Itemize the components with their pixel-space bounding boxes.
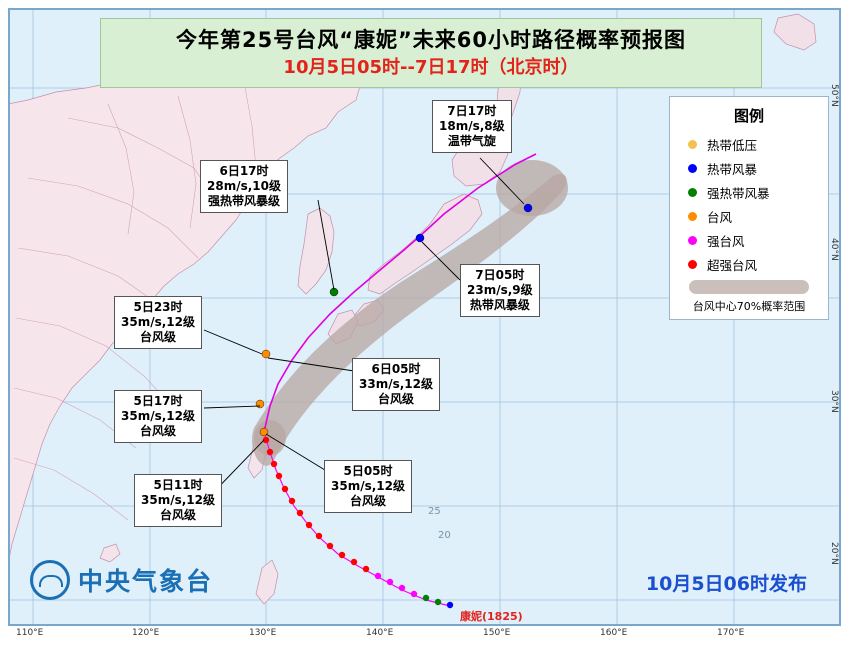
callout-7d17: 7日17时 18m/s,8级 温带气旋 (432, 100, 512, 153)
legend-label-4: 强台风 (707, 233, 745, 249)
title-banner: 今年第25号台风“康妮”未来60小时路径概率预报图 10月5日05时--7日17… (100, 18, 762, 88)
title-main: 今年第25号台风“康妮”未来60小时路径概率预报图 (175, 28, 687, 52)
legend-title: 图例 (733, 107, 764, 125)
lon-label-170e: 170°E (717, 628, 745, 638)
callout-5d11: 5日11时 35m/s,12级 台风级 (134, 474, 222, 527)
callout-6d05: 6日05时 33m/s,12级 台风级 (352, 358, 440, 411)
lon-label-130e: 130°E (249, 628, 277, 638)
map-number-0: 25 (428, 506, 441, 517)
cma-logo-text: 中央气象台 (78, 567, 214, 596)
cone-swatch (689, 280, 809, 294)
legend-label-3: 台风 (707, 209, 733, 225)
legend-dot-icon (688, 163, 697, 173)
cma-logo: 中央气象台 (30, 560, 213, 600)
title-subtitle: 10月5日05时--7日17时（北京时） (283, 57, 579, 78)
legend-label-0: 热带低压 (707, 137, 758, 153)
lon-label-150e: 150°E (483, 628, 511, 638)
legend-box: 图例 热带低压 热带风暴 强热带风暴 台风 强台风 (669, 96, 829, 320)
lat-label-50n: 50°N (829, 84, 839, 107)
lon-label-120e: 120°E (132, 628, 160, 638)
legend-item-1: 热带风暴 (670, 156, 828, 180)
legend-label-1: 热带风暴 (707, 161, 758, 177)
legend-item-3: 台风 (670, 204, 828, 228)
legend-dot-icon (688, 235, 697, 245)
lat-label-30n: 30°N (829, 390, 839, 413)
map-canvas[interactable]: 25 20 今年第25号台风“康妮”未来60小时路径概率预报图 10月5日05时… (8, 8, 841, 626)
legend-item-0: 热带低压 (670, 132, 828, 156)
callout-5d17: 5日17时 35m/s,12级 台风级 (114, 390, 202, 443)
legend-footnote: 台风中心70%概率范围 (692, 300, 806, 313)
legend-dot-icon (688, 259, 697, 269)
callout-6d17: 6日17时 28m/s,10级 强热带风暴级 (200, 160, 288, 213)
cma-emblem-icon (30, 560, 70, 600)
legend-dot-icon (688, 139, 697, 149)
legend-item-2: 强热带风暴 (670, 180, 828, 204)
legend-item-4: 强台风 (670, 228, 828, 252)
legend-dot-icon (688, 211, 697, 221)
callout-5d23: 5日23时 35m/s,12级 台风级 (114, 296, 202, 349)
lon-label-110e: 110°E (16, 628, 44, 638)
legend-item-5: 超强台风 (670, 252, 828, 276)
storm-name-label: 康妮(1825) (460, 610, 523, 623)
legend-dot-icon (688, 187, 697, 197)
lat-label-20n: 20°N (829, 542, 839, 565)
map-number-1: 20 (438, 530, 451, 541)
lon-label-160e: 160°E (600, 628, 628, 638)
map-frame (8, 8, 841, 626)
lat-label-40n: 40°N (829, 238, 839, 261)
longitude-axis: 110°E 120°E 130°E 140°E 150°E 160°E 170°… (8, 626, 841, 648)
legend-label-2: 强热带风暴 (707, 185, 770, 201)
lon-label-140e: 140°E (366, 628, 394, 638)
issue-time: 10月5日06时发布 (645, 573, 807, 595)
callout-5d05: 5日05时 35m/s,12级 台风级 (324, 460, 412, 513)
legend-label-5: 超强台风 (707, 257, 758, 273)
callout-7d05: 7日05时 23m/s,9级 热带风暴级 (460, 264, 540, 317)
